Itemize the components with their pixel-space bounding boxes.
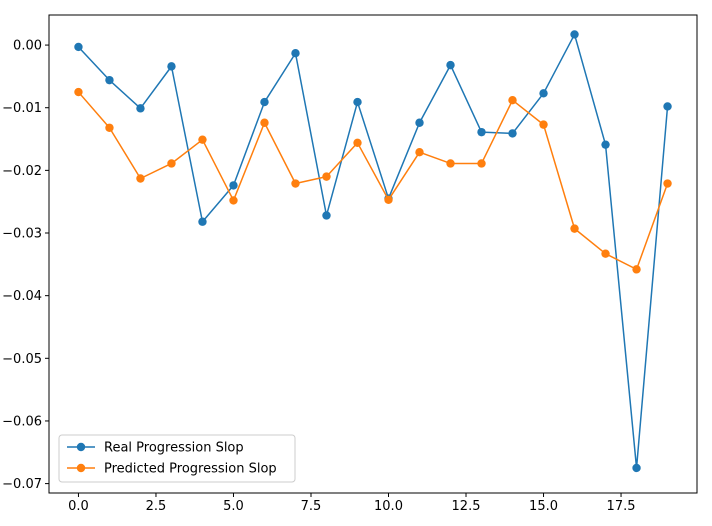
y-tick-label: 0.00 <box>13 39 42 54</box>
y-tick-label: −0.05 <box>2 352 42 367</box>
data-point-0 <box>570 30 579 39</box>
x-tick-label: 10.0 <box>374 499 403 514</box>
data-point-0 <box>291 49 300 58</box>
data-point-1 <box>353 138 362 148</box>
x-tick-label: 15.0 <box>529 499 558 514</box>
y-tick-label: −0.03 <box>2 227 42 242</box>
data-point-0 <box>508 129 517 138</box>
data-point-1 <box>198 135 207 144</box>
x-tick-label: 2.5 <box>146 499 167 514</box>
data-point-1 <box>167 159 176 168</box>
data-point-0 <box>105 75 114 85</box>
data-point-1 <box>539 120 548 129</box>
data-point-1 <box>446 159 455 168</box>
data-point-0 <box>415 118 424 127</box>
legend: Real Progression Slop Predicted Progressi… <box>58 434 296 483</box>
x-tick-label: 17.5 <box>607 499 636 514</box>
legend-label: Predicted Progression Slop <box>104 462 277 477</box>
data-point-1 <box>384 195 393 205</box>
data-point-1 <box>260 118 269 127</box>
data-point-0 <box>136 104 145 113</box>
y-tick-label: −0.06 <box>2 414 42 429</box>
data-point-0 <box>446 60 455 70</box>
data-point-0 <box>229 181 238 190</box>
data-point-1 <box>601 249 610 258</box>
plot-area <box>49 15 697 493</box>
series-layer <box>74 30 672 473</box>
data-point-1 <box>322 172 331 181</box>
x-axis: 0.0 2.5 5.0 7.5 10.0 12.5 15.0 17.5 <box>68 493 636 514</box>
x-tick-label: 0.0 <box>68 499 89 514</box>
data-point-0 <box>167 62 176 71</box>
data-point-1 <box>663 179 672 188</box>
data-point-1 <box>415 147 424 157</box>
series-line-1 <box>77 91 669 271</box>
x-tick-label: 5.0 <box>223 499 244 514</box>
y-tick-label: −0.01 <box>2 101 42 116</box>
data-point-1 <box>136 174 145 183</box>
data-point-0 <box>663 102 672 111</box>
data-point-0 <box>260 97 269 107</box>
y-tick-label: −0.07 <box>2 477 42 492</box>
y-axis: 0.00 −0.01 −0.02 −0.03 −0.04 −0.05 −0.06 −0.07 <box>2 39 49 492</box>
data-point-1 <box>74 87 83 97</box>
legend-swatch-marker <box>76 442 86 452</box>
y-tick-label: −0.04 <box>2 289 42 304</box>
data-point-0 <box>539 89 548 98</box>
legend-label: Real Progression Slop <box>104 441 244 456</box>
plot-frame <box>48 14 698 494</box>
data-point-1 <box>570 224 579 233</box>
data-point-1 <box>229 196 238 205</box>
data-point-1 <box>477 159 486 168</box>
series-line-0 <box>77 33 669 469</box>
data-point-1 <box>632 265 641 274</box>
data-point-0 <box>632 463 641 473</box>
data-point-1 <box>291 179 300 188</box>
y-tick-label: −0.02 <box>2 164 42 179</box>
data-point-0 <box>74 42 83 52</box>
data-point-1 <box>105 123 114 132</box>
data-point-1 <box>508 96 517 105</box>
legend-box <box>58 434 296 483</box>
data-point-0 <box>198 217 207 226</box>
legend-swatch-marker <box>76 463 86 473</box>
data-point-0 <box>601 140 610 149</box>
data-point-0 <box>322 211 331 220</box>
data-point-0 <box>477 127 486 137</box>
x-tick-label: 7.5 <box>301 499 322 514</box>
data-point-0 <box>353 97 362 107</box>
x-tick-label: 12.5 <box>452 499 481 514</box>
